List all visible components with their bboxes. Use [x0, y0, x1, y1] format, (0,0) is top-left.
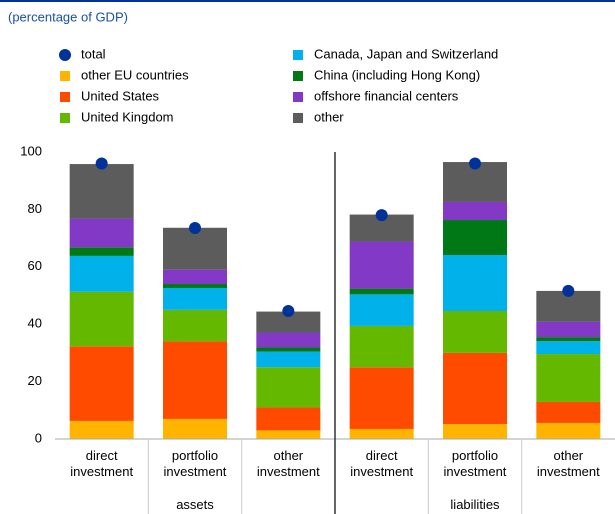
bar-segment: [163, 227, 227, 270]
y-tick-label: 40: [28, 316, 42, 331]
bar-segment: [69, 164, 134, 219]
bar-segment: [349, 428, 414, 439]
x-tick-label: direct investment: [70, 448, 134, 479]
bar-segment: [443, 201, 507, 221]
bar-segment: [349, 241, 414, 289]
bar-segment: [163, 284, 227, 289]
bar-segment: [443, 424, 507, 439]
x-tick-label: other investment: [536, 448, 600, 479]
group-label: assets: [176, 497, 214, 512]
legend-marker: [293, 71, 303, 81]
legend-label: other EU countries: [81, 67, 189, 82]
total-dot: [189, 222, 201, 235]
x-tick-label: portfolio investment: [443, 448, 507, 479]
bar-segment: [443, 310, 507, 353]
bar-segment: [256, 367, 321, 408]
x-tick-label: other investment: [256, 448, 320, 479]
bar-segment: [163, 309, 227, 342]
bar-segment: [256, 347, 321, 352]
bar-segment: [443, 352, 507, 425]
bar-segment: [163, 288, 227, 310]
top-rule: [0, 0, 615, 2]
legend-marker: [293, 92, 303, 102]
bar-segment: [536, 337, 601, 342]
legend-label: United Kingdom: [81, 109, 174, 124]
legend-label: other: [314, 109, 344, 124]
legend-marker: [293, 50, 303, 60]
bar-segment: [536, 354, 601, 402]
bar-segment: [163, 269, 227, 285]
bar-segment: [69, 218, 134, 248]
bar-segment: [69, 346, 134, 421]
bar-segment: [69, 247, 134, 256]
bar-segment: [256, 332, 321, 348]
bar-segment: [69, 255, 134, 292]
legend-label: United States: [81, 88, 160, 103]
legend-marker: [60, 113, 70, 123]
bar-segment: [69, 420, 134, 439]
total-dot: [469, 157, 481, 170]
bar-segment: [536, 422, 601, 439]
bar-segment: [349, 288, 414, 295]
y-tick-label: 60: [28, 258, 42, 273]
group-label: liabilities: [450, 497, 500, 512]
legend-label: offshore financial centers: [314, 88, 459, 103]
bar-segment: [163, 341, 227, 419]
bar-segment: [256, 407, 321, 431]
legend-marker: [60, 71, 70, 81]
bar-segment: [443, 255, 507, 311]
total-dot: [562, 284, 575, 297]
y-tick-label: 100: [20, 143, 42, 158]
bar-segment: [163, 418, 227, 439]
legend-marker: [293, 113, 303, 123]
y-tick-label: 80: [28, 201, 42, 216]
legend-label: total: [81, 46, 106, 61]
x-tick-label: portfolio investment: [163, 448, 227, 479]
total-dot: [375, 209, 388, 222]
bar-segment: [349, 367, 414, 429]
bar-segment: [69, 291, 134, 347]
bar-segment: [256, 311, 321, 333]
bar-segment: [536, 401, 601, 423]
legend-label: China (including Hong Kong): [314, 67, 480, 82]
bar-segment: [536, 341, 601, 355]
bar-segment: [256, 351, 321, 368]
total-dot: [282, 304, 295, 317]
legend-marker: [60, 92, 70, 102]
legend-label: Canada, Japan and Switzerland: [314, 46, 498, 61]
y-tick-label: 0: [35, 430, 42, 445]
bar-segment: [536, 321, 601, 338]
bar-segment: [256, 430, 321, 439]
y-tick-label: 20: [28, 373, 42, 388]
x-tick-label: direct investment: [350, 448, 414, 479]
bar-segment: [349, 294, 414, 326]
total-dot: [95, 157, 108, 170]
bar-segment: [443, 220, 507, 256]
chart-subtitle: (percentage of GDP): [8, 9, 128, 24]
bar-segment: [349, 325, 414, 368]
legend-marker: [59, 49, 71, 61]
